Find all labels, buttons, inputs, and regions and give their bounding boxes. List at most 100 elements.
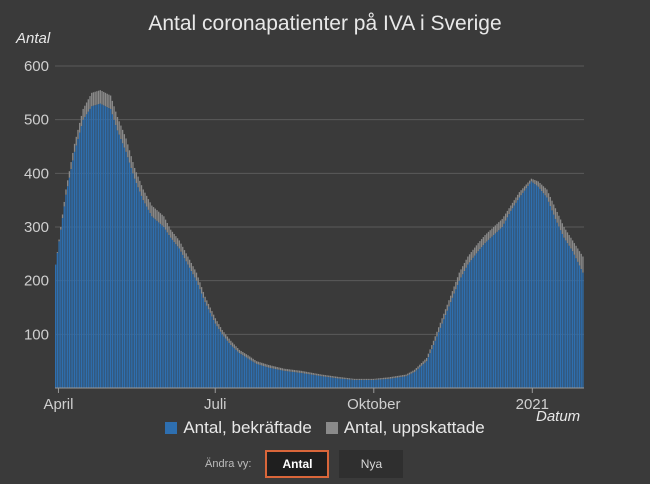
bar-confirmed: [199, 289, 201, 388]
bar-confirmed: [163, 227, 165, 388]
bar-confirmed: [439, 327, 442, 388]
bar-confirmed: [546, 197, 548, 388]
bar-confirmed: [441, 323, 443, 388]
bar-estimated: [113, 106, 115, 120]
bar-confirmed: [515, 202, 517, 388]
bar-estimated: [276, 367, 278, 370]
bar-estimated: [142, 189, 144, 201]
bar-estimated: [300, 370, 302, 373]
bar-estimated: [82, 108, 84, 120]
bar-confirmed: [403, 376, 405, 388]
bar-confirmed: [281, 370, 284, 388]
bar-confirmed: [374, 379, 376, 388]
bar-estimated: [340, 377, 342, 379]
bar-estimated: [297, 370, 299, 373]
bar-confirmed: [65, 194, 67, 388]
legend-item-estimated[interactable]: Antal, uppskattade: [325, 418, 485, 438]
bar-confirmed: [547, 201, 550, 388]
bar-confirmed: [482, 245, 484, 388]
bar-estimated: [357, 378, 359, 380]
bar-confirmed: [56, 252, 59, 388]
bar-estimated: [261, 362, 263, 366]
bar-confirmed: [455, 289, 457, 388]
bar-confirmed: [161, 225, 163, 388]
bar-estimated: [237, 348, 239, 352]
bar-estimated: [269, 365, 272, 368]
bar-estimated: [307, 372, 309, 375]
bar-confirmed: [140, 195, 143, 388]
bar-confirmed: [539, 188, 541, 388]
bar-estimated: [542, 186, 545, 194]
bar-confirmed: [158, 222, 160, 388]
bar-confirmed: [474, 255, 476, 388]
bar-estimated: [202, 291, 205, 298]
bar-confirmed: [529, 183, 531, 388]
bar-estimated: [130, 156, 132, 168]
bar-estimated: [65, 189, 67, 195]
bar-estimated: [206, 300, 208, 306]
bar-estimated: [517, 194, 519, 201]
bar-estimated: [328, 375, 330, 378]
bar-confirmed: [393, 378, 395, 388]
bar-estimated: [61, 214, 64, 219]
bar-confirmed: [113, 119, 115, 389]
bar-estimated: [132, 162, 134, 174]
bar-confirmed: [170, 237, 172, 388]
bar-estimated: [257, 361, 259, 365]
bar-estimated: [192, 266, 194, 275]
bar-estimated: [393, 376, 395, 379]
bar-estimated: [401, 375, 404, 377]
bar-confirmed: [386, 378, 388, 388]
bar-estimated: [429, 349, 431, 354]
bar-estimated: [158, 211, 160, 223]
bar-estimated: [225, 334, 227, 339]
bar-estimated: [463, 262, 466, 272]
bar-confirmed: [118, 134, 120, 388]
view-button-nya[interactable]: Nya: [339, 450, 404, 478]
bar-estimated: [499, 220, 502, 229]
bar-confirmed: [328, 377, 330, 388]
bar-estimated: [199, 282, 201, 290]
bar-confirmed: [273, 368, 275, 388]
bar-confirmed: [438, 332, 440, 388]
view-button-antal[interactable]: Antal: [265, 450, 330, 478]
bar-estimated: [290, 369, 292, 372]
bar-estimated: [559, 219, 562, 231]
bar-estimated: [281, 368, 284, 371]
bar-confirmed: [472, 257, 474, 388]
bar-estimated: [121, 129, 124, 144]
bar-confirmed: [216, 326, 218, 388]
bar-estimated: [417, 366, 419, 369]
bar-estimated: [474, 247, 476, 256]
bar-confirmed: [108, 108, 110, 389]
bar-estimated: [561, 223, 563, 234]
bar-confirmed: [225, 338, 227, 388]
bar-estimated: [513, 200, 515, 206]
bar-confirmed: [87, 111, 89, 388]
bar-confirmed: [269, 367, 272, 388]
bar-estimated: [159, 213, 162, 224]
bar-confirmed: [565, 240, 567, 388]
chart-title: Antal coronapatienter på IVA i Sverige: [148, 12, 502, 35]
bar-estimated: [532, 179, 534, 183]
bar-estimated: [486, 233, 488, 242]
bar-confirmed: [156, 220, 158, 388]
bar-confirmed: [89, 108, 91, 388]
bar-estimated: [317, 373, 320, 376]
bar-estimated: [487, 231, 490, 240]
bar-estimated: [274, 366, 277, 370]
bar-confirmed: [405, 376, 407, 388]
bar-confirmed: [171, 239, 174, 388]
legend-item-confirmed[interactable]: Antal, bekräftade: [165, 418, 312, 438]
bar-confirmed: [120, 138, 122, 388]
bar-estimated: [185, 253, 187, 262]
bar-estimated: [480, 239, 483, 248]
bar-estimated: [431, 345, 433, 350]
bar-estimated: [405, 374, 407, 377]
bar-estimated: [501, 218, 503, 227]
bar-estimated: [338, 376, 340, 379]
bar-estimated: [134, 167, 136, 179]
bar-confirmed: [77, 138, 79, 388]
bar-confirmed: [209, 312, 211, 388]
bar-estimated: [436, 331, 438, 337]
